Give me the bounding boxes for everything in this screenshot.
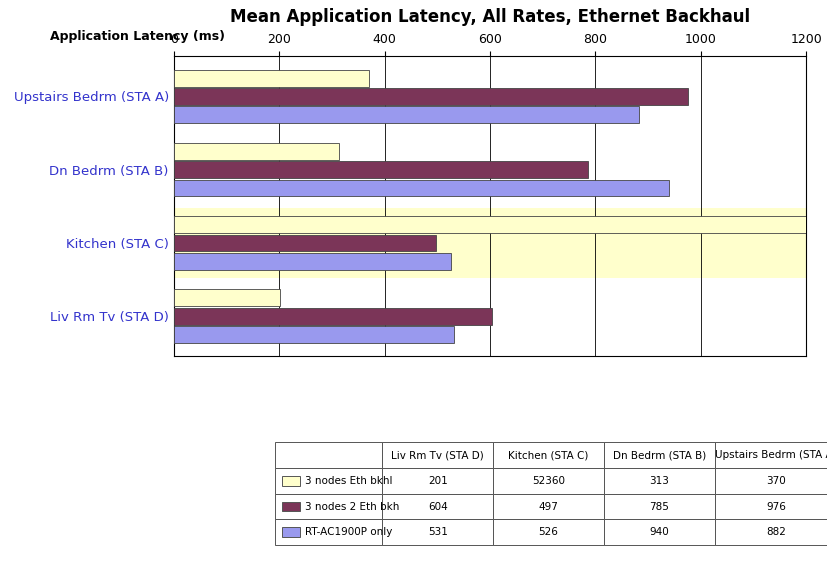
Text: 531: 531 (428, 527, 447, 537)
Text: Dn Bedrm (STA B): Dn Bedrm (STA B) (613, 450, 706, 460)
Bar (283, 502, 300, 511)
Bar (283, 476, 300, 486)
Text: 370: 370 (767, 476, 786, 486)
Bar (715, 468, 827, 493)
Bar (275, 468, 382, 493)
Text: 882: 882 (767, 527, 786, 537)
Text: 313: 313 (649, 476, 669, 486)
Bar (174, 234, 436, 251)
Bar (715, 519, 827, 545)
Bar (382, 442, 493, 468)
Bar (493, 493, 604, 519)
Text: 201: 201 (428, 476, 447, 486)
Bar (174, 180, 669, 197)
Bar (493, 468, 604, 493)
Bar (174, 143, 339, 160)
Bar (275, 519, 382, 545)
Bar (493, 519, 604, 545)
Text: 497: 497 (538, 501, 558, 511)
Bar (174, 289, 280, 306)
Bar (715, 442, 827, 468)
Bar (174, 216, 806, 233)
Text: 3 nodes 2 Eth bkh: 3 nodes 2 Eth bkh (305, 501, 399, 511)
Text: Application Latency (ms): Application Latency (ms) (50, 30, 225, 43)
Bar (382, 468, 493, 493)
Bar (283, 528, 300, 537)
Title: Mean Application Latency, All Rates, Ethernet Backhaul: Mean Application Latency, All Rates, Eth… (230, 8, 750, 26)
Bar (174, 106, 638, 123)
Bar (604, 519, 715, 545)
Text: 976: 976 (767, 501, 786, 511)
Bar (174, 70, 369, 87)
Bar (382, 519, 493, 545)
Bar (604, 442, 715, 468)
Text: Liv Rm Tv (STA D): Liv Rm Tv (STA D) (391, 450, 484, 460)
Bar (275, 493, 382, 519)
Bar (604, 493, 715, 519)
Text: Kitchen (STA C): Kitchen (STA C) (509, 450, 589, 460)
Bar (604, 468, 715, 493)
Bar (174, 253, 451, 270)
Text: RT-AC1900P only: RT-AC1900P only (305, 527, 393, 537)
Bar (275, 442, 382, 468)
Bar (174, 208, 806, 278)
Bar (174, 308, 492, 325)
Text: 526: 526 (538, 527, 558, 537)
Bar (174, 161, 587, 178)
Text: 604: 604 (428, 501, 447, 511)
Bar (715, 493, 827, 519)
Bar (493, 442, 604, 468)
Text: 940: 940 (649, 527, 669, 537)
Text: 785: 785 (649, 501, 669, 511)
Text: Upstairs Bedrm (STA A): Upstairs Bedrm (STA A) (715, 450, 827, 460)
Text: 3 nodes Eth bkhl: 3 nodes Eth bkhl (305, 476, 393, 486)
Bar (174, 88, 688, 105)
Bar (382, 493, 493, 519)
Text: 52360: 52360 (532, 476, 565, 486)
Bar (174, 326, 454, 343)
